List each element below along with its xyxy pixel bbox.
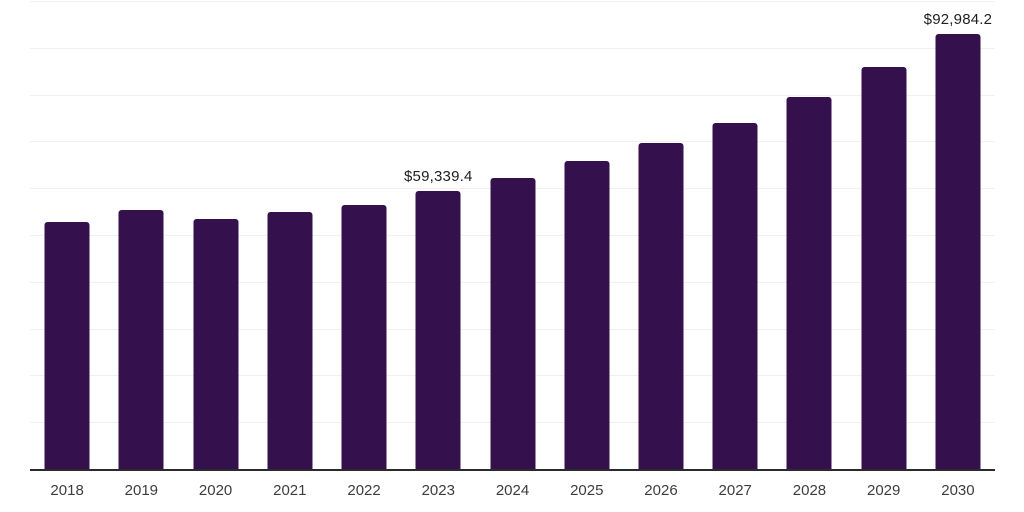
x-axis-label-2020: 2020 bbox=[198, 482, 233, 499]
bar-2018 bbox=[44, 221, 90, 469]
bar-slot-2028 bbox=[772, 1, 846, 469]
x-axis-label-2023: 2023 bbox=[421, 482, 455, 499]
bar-2022 bbox=[341, 204, 387, 469]
bar-2026 bbox=[638, 142, 684, 469]
x-axis-label-2025: 2025 bbox=[570, 482, 604, 499]
bar-2023 bbox=[415, 191, 461, 469]
bar-2027 bbox=[712, 123, 758, 469]
plot-area: $59,339.4 $92,984.2 bbox=[30, 1, 995, 471]
bar-2021 bbox=[267, 211, 313, 469]
bar-2028 bbox=[786, 96, 832, 469]
x-axis-label-2027: 2027 bbox=[718, 482, 752, 499]
x-axis-label-2030: 2030 bbox=[941, 482, 975, 499]
bar-slot-2023: $59,339.4 bbox=[401, 1, 475, 469]
bar-slot-2027 bbox=[698, 1, 772, 469]
x-axis-label-2019: 2019 bbox=[124, 482, 159, 499]
x-axis-label-2024: 2024 bbox=[495, 482, 530, 499]
bar-2019 bbox=[118, 210, 164, 469]
x-axis: 2018 2019 2020 2021 2022 2023 2024 2025 2026 2027… bbox=[30, 482, 995, 499]
bar-slot-2020 bbox=[178, 1, 252, 469]
x-axis-label-2028: 2028 bbox=[792, 482, 827, 499]
bar-2030 bbox=[935, 33, 981, 469]
bar-slot-2019 bbox=[104, 1, 178, 469]
x-axis-label-2029: 2029 bbox=[867, 482, 901, 499]
bar-2029 bbox=[861, 67, 907, 469]
x-axis-label-2018: 2018 bbox=[50, 482, 84, 499]
bar-series: $59,339.4 $92,984.2 bbox=[30, 1, 995, 469]
bar-2024 bbox=[490, 177, 536, 469]
x-axis-label-2022: 2022 bbox=[347, 482, 381, 499]
data-label-2023: $59,339.4 bbox=[404, 168, 473, 186]
x-axis-label-2026: 2026 bbox=[644, 482, 678, 499]
bar-2020 bbox=[193, 219, 239, 469]
bar-slot-2024 bbox=[475, 1, 549, 469]
bar-2025 bbox=[564, 161, 610, 469]
bar-slot-2026 bbox=[624, 1, 698, 469]
bar-slot-2030: $92,984.2 bbox=[921, 1, 995, 469]
data-label-2030: $92,984.2 bbox=[923, 10, 993, 28]
gridline bbox=[30, 141, 995, 143]
bar-slot-2018 bbox=[30, 1, 104, 469]
gridline bbox=[30, 47, 995, 49]
bar-slot-2021 bbox=[253, 1, 327, 469]
x-axis-label-2021: 2021 bbox=[273, 482, 307, 499]
bar-slot-2029 bbox=[847, 1, 921, 469]
bar-slot-2025 bbox=[550, 1, 624, 469]
gridline bbox=[30, 94, 995, 96]
bar-slot-2022 bbox=[327, 1, 401, 469]
gridline bbox=[30, 1, 995, 2]
